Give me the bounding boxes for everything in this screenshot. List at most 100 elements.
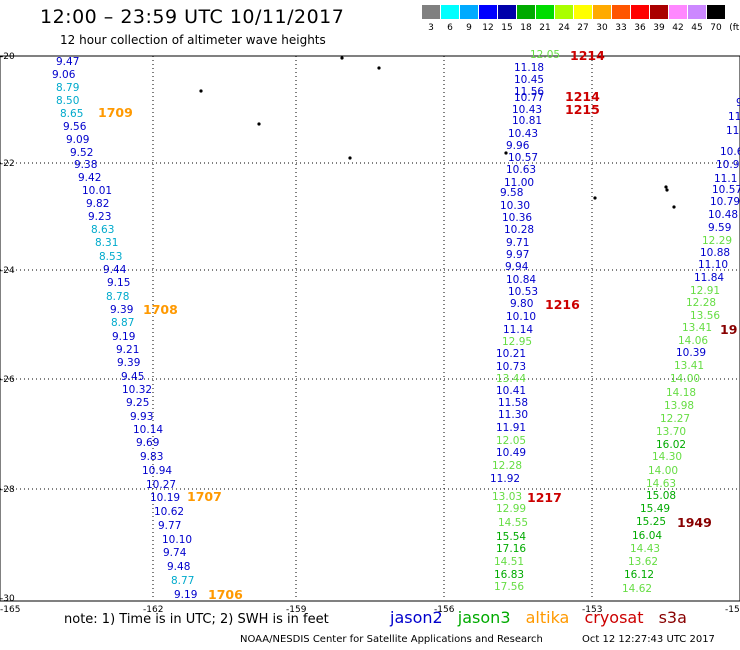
pass-time-label: 1708	[143, 302, 178, 317]
wave-height-value: 11.91	[496, 422, 526, 434]
wave-height-value: 10.79	[710, 196, 740, 208]
wave-height-value: 10.19	[150, 492, 180, 504]
wave-height-value: 11.10	[698, 259, 728, 271]
colorbar-swatch	[460, 5, 478, 19]
wave-height-value: 10.43	[512, 104, 542, 116]
wave-height-value: 9.58	[500, 187, 523, 199]
wave-height-value: 9.93	[130, 411, 153, 423]
wave-height-value: 10.84	[506, 274, 536, 286]
colorbar-tick-label: 27	[577, 23, 589, 33]
pass-time-label: 1709	[98, 105, 133, 120]
wave-height-value: 10.49	[496, 447, 526, 459]
wave-height-value: 10.32	[122, 384, 152, 396]
wave-height-value: 13.98	[664, 400, 694, 412]
wave-height-value: 10.6	[720, 146, 740, 158]
wave-height-value: 11.84	[694, 272, 724, 284]
colorbar-swatch	[517, 5, 535, 19]
wave-height-value: 10.77	[514, 92, 544, 104]
colorbar-tick-label: 12	[482, 23, 494, 33]
wave-height-value: 10.28	[504, 224, 534, 236]
wave-height-value: 9.21	[116, 344, 139, 356]
wave-height-value: 13.44	[496, 373, 526, 385]
wave-height-value: 15.08	[646, 490, 676, 502]
y-tick-label: -28	[0, 485, 15, 495]
wave-height-value: 14.62	[622, 583, 652, 595]
wave-height-value: 9.09	[66, 134, 89, 146]
wave-height-value: 16.02	[656, 439, 686, 451]
wave-height-value: 10.94	[142, 465, 172, 477]
wave-height-value: 8.31	[95, 237, 118, 249]
colorbar-tick-label: 30	[596, 23, 608, 33]
wave-height-value: 11	[728, 111, 740, 123]
wave-height-value: 12.05	[496, 435, 526, 447]
legend-jason3: jason3	[457, 608, 511, 627]
wave-height-value: 10.57	[508, 152, 538, 164]
wave-height-value: 8.78	[106, 291, 129, 303]
wave-height-value: 14.00	[670, 373, 700, 385]
island-dot	[199, 89, 203, 93]
colorbar-tick-label: 18	[520, 23, 532, 33]
wave-height-value: 16.12	[624, 569, 654, 581]
wave-height-value: 9.96	[506, 140, 530, 152]
legend-cryosat: cryosat	[584, 608, 644, 627]
wave-height-value: 10.14	[133, 424, 163, 436]
wave-height-value: 14.51	[494, 556, 524, 568]
x-tick-label: -153	[582, 605, 602, 615]
colorbar-swatch	[574, 5, 592, 19]
y-tick-label: -30	[0, 594, 15, 604]
wave-height-value: 8.87	[111, 317, 134, 329]
wave-height-value: 10.01	[82, 185, 112, 197]
wave-height-value: 10.9	[716, 159, 739, 171]
y-tick-label: -24	[0, 266, 15, 276]
wave-height-value: 10.10	[162, 534, 192, 546]
wave-height-value: 8.65	[60, 108, 83, 120]
island-dot	[377, 66, 381, 70]
island-dot	[672, 205, 676, 209]
wave-height-value: 10.73	[496, 361, 526, 373]
wave-height-value: 9.48	[167, 561, 190, 573]
wave-height-value: 12.95	[502, 336, 532, 348]
island-dot	[665, 188, 669, 192]
wave-height-value: 12.28	[686, 297, 716, 309]
wave-height-value: 12.91	[690, 285, 720, 297]
y-tick-label: -26	[0, 375, 15, 385]
colorbar-tick-label: 33	[615, 23, 627, 33]
colorbar-swatch	[707, 5, 725, 19]
x-tick-label: -150	[725, 605, 740, 615]
island-dot	[348, 156, 352, 160]
wave-height-value: 10.48	[708, 209, 738, 221]
wave-height-value: 10.30	[500, 200, 530, 212]
pass-time-label: 1214	[565, 89, 600, 104]
wave-height-value: 9.82	[86, 198, 109, 210]
wave-height-value: 11.00	[504, 177, 534, 189]
wave-height-value: 17.56	[494, 581, 524, 593]
note-text: note: 1) Time is in UTC; 2) SWH is in fe…	[64, 612, 329, 627]
wave-height-value: 13.41	[674, 360, 704, 372]
wave-height-value: 16.83	[494, 569, 524, 581]
wave-height-value: 12.05	[530, 49, 560, 61]
colorbar-tick-label: 15	[501, 23, 513, 33]
pass-time-label: 1216	[545, 297, 580, 312]
wave-height-value: 9.77	[158, 520, 181, 532]
legend-s3a: s3a	[658, 608, 687, 627]
map-subtitle: 12 hour collection of altimeter wave hei…	[60, 33, 326, 47]
wave-height-value: 12.29	[702, 235, 732, 247]
wave-height-value: 13.62	[628, 556, 658, 568]
wave-height-value: 14.63	[646, 478, 676, 490]
colorbar-swatch	[498, 5, 516, 19]
colorbar-swatch	[612, 5, 630, 19]
wave-height-value: 11.18	[514, 62, 544, 74]
colorbar-tick-label: 3	[428, 23, 434, 33]
island-markers	[199, 56, 676, 209]
wave-height-value: 9.15	[107, 277, 130, 289]
footer-timestamp: Oct 12 12:27:43 UTC 2017	[582, 634, 715, 645]
wave-height-value: 16.04	[632, 530, 662, 542]
wave-height-value: 12.28	[492, 460, 522, 472]
wave-height-value: 9.74	[163, 547, 187, 559]
axis-tick-labels: -165 -162 -159 -156 -153 -150 -20 -22 -24 -26 -28 -…	[0, 52, 740, 615]
wave-height-value: 8.53	[99, 251, 122, 263]
wave-height-value: 11.30	[498, 409, 528, 421]
wave-height-value: 9.59	[708, 222, 731, 234]
wave-height-value: 9.45	[121, 371, 144, 383]
wave-height-value: 10.45	[514, 74, 544, 86]
